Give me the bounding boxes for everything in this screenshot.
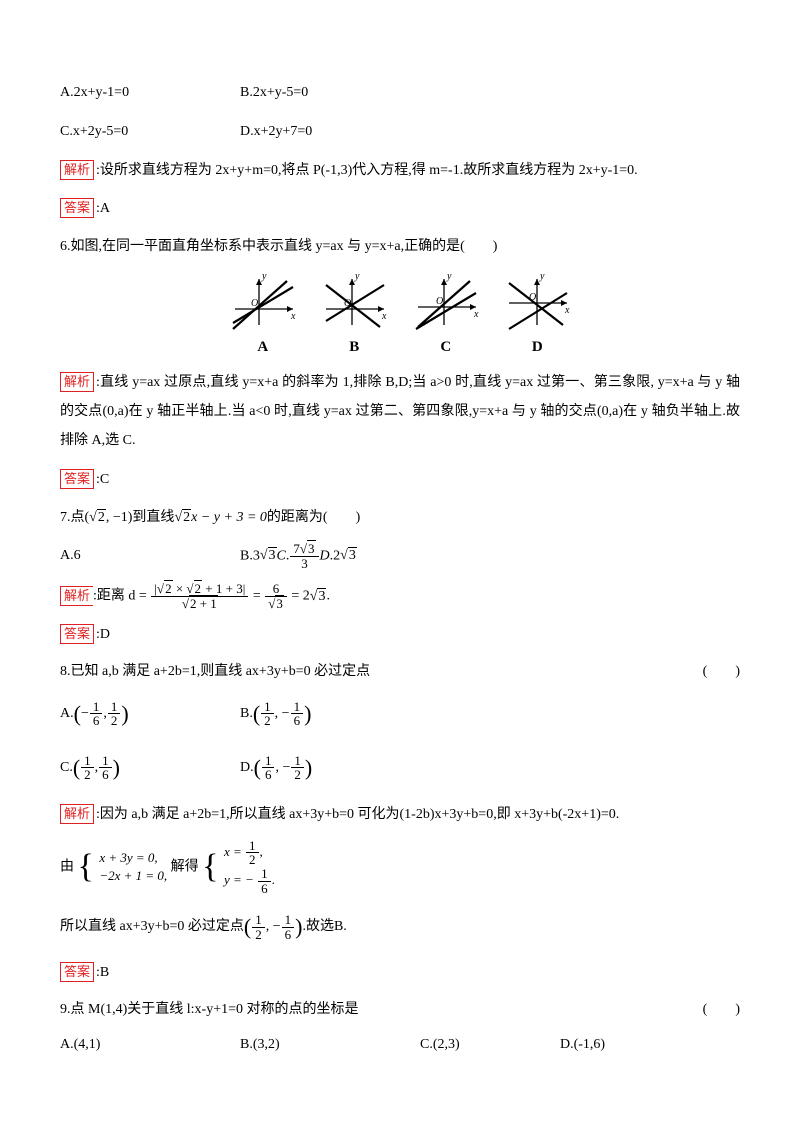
q9-option-b: B.(3,2) — [240, 1032, 420, 1059]
analysis-tag: 解析 — [60, 586, 93, 606]
q5-answer: 答案:A — [60, 195, 740, 223]
svg-text:y: y — [261, 273, 267, 282]
q7-option-b: B.33C.733D.23 — [240, 542, 357, 570]
q8-stem: 8.已知 a,b 满足 a+2b=1,则直线 ax+3y+b=0 必过定点 ( … — [60, 659, 740, 686]
panel-label: A — [227, 333, 299, 362]
q9-option-c: C.(2,3) — [420, 1032, 560, 1059]
q8-conclusion: 所以直线 ax+3y+b=0 必过定点(12, −16).故选B. — [60, 905, 740, 949]
q8-option-d: D.(16, −12) — [240, 747, 420, 789]
analysis-tag: 解析 — [60, 804, 94, 824]
panel-label: C — [410, 333, 482, 362]
q9-stem: 9.点 M(1,4)关于直线 l:x-y+1=0 对称的点的坐标是 ( ) — [60, 997, 740, 1024]
q5-analysis: 解析:设所求直线方程为 2x+y+m=0,将点 P(-1,3)代入方程,得 m=… — [60, 157, 740, 185]
q9-option-d: D.(-1,6) — [560, 1032, 605, 1059]
svg-text:y: y — [539, 273, 545, 282]
svg-text:O: O — [251, 298, 258, 309]
q8-analysis: 解析:因为 a,b 满足 a+2b=1,所以直线 ax+3y+b=0 可化为(1… — [60, 801, 740, 829]
q8-answer: 答案:B — [60, 959, 740, 987]
q5-option-a: A.2x+y-1=0 — [60, 80, 240, 107]
svg-text:x: x — [290, 311, 296, 322]
q7-answer: 答案:D — [60, 621, 740, 649]
analysis-tag: 解析 — [60, 372, 94, 392]
q7-option-a: A.6 — [60, 543, 240, 570]
svg-text:x: x — [381, 311, 387, 322]
svg-text:O: O — [529, 292, 536, 303]
answer-tag: 答案 — [60, 962, 94, 982]
q5-option-c: C.x+2y-5=0 — [60, 119, 240, 146]
q8-option-b: B.(12, −16) — [240, 693, 420, 735]
q9-option-a: A.(4,1) — [60, 1032, 240, 1059]
q7-stem: 7.点(2, −1)到直线2x − y + 3 = 0的距离为( ) — [60, 504, 740, 532]
page-root: A.2x+y-1=0 B.2x+y-5=0 C.x+2y-5=0 D.x+2y+… — [0, 0, 800, 1110]
answer-tag: 答案 — [60, 198, 94, 218]
svg-text:x: x — [473, 309, 479, 320]
q8-option-row-1: A.(−16,12) B.(12, −16) — [60, 693, 740, 735]
analysis-tag: 解析 — [60, 160, 94, 180]
q8-system: 由 { x + 3y = 0, −2x + 1 = 0, 解得 { x = 12… — [60, 839, 740, 896]
q6-answer: 答案:C — [60, 466, 740, 494]
q5-option-row-2: C.x+2y-5=0 D.x+2y+7=0 — [60, 119, 740, 146]
q5-option-row-1: A.2x+y-1=0 B.2x+y-5=0 — [60, 80, 740, 107]
q9-option-row: A.(4,1) B.(3,2) C.(2,3) D.(-1,6) — [60, 1032, 740, 1059]
q6-panel-b: y x O B — [318, 273, 390, 362]
svg-text:O: O — [344, 298, 351, 309]
q8-option-c: C.(12,16) — [60, 747, 240, 789]
q7-analysis: 解析:距离 d = |2 × 2 + 1 + 3|2 + 1 = 63 = 23… — [60, 582, 740, 610]
q7-option-row: A.6 B.33C.733D.23 — [60, 542, 740, 570]
answer-tag: 答案 — [60, 624, 94, 644]
q6-panel-d: y x O D — [501, 273, 573, 362]
svg-text:O: O — [436, 296, 443, 307]
q6-analysis: 解析:直线 y=ax 过原点,直线 y=x+a 的斜率为 1,排除 B,D;当 … — [60, 368, 740, 456]
q8-option-a: A.(−16,12) — [60, 693, 240, 735]
svg-text:y: y — [354, 273, 360, 282]
svg-text:x: x — [564, 305, 570, 316]
q5-option-b: B.2x+y-5=0 — [240, 80, 420, 107]
q6-panel-a: y x O A — [227, 273, 299, 362]
answer-tag: 答案 — [60, 469, 94, 489]
svg-text:y: y — [446, 273, 452, 282]
q6-panel-c: y x O C — [410, 273, 482, 362]
panel-label: B — [318, 333, 390, 362]
q6-figure-row: y x O A y x O B — [60, 273, 740, 362]
panel-label: D — [501, 333, 573, 362]
q8-option-row-2: C.(12,16) D.(16, −12) — [60, 747, 740, 789]
q5-option-d: D.x+2y+7=0 — [240, 119, 420, 146]
q6-stem: 6.如图,在同一平面直角坐标系中表示直线 y=ax 与 y=x+a,正确的是( … — [60, 233, 740, 261]
